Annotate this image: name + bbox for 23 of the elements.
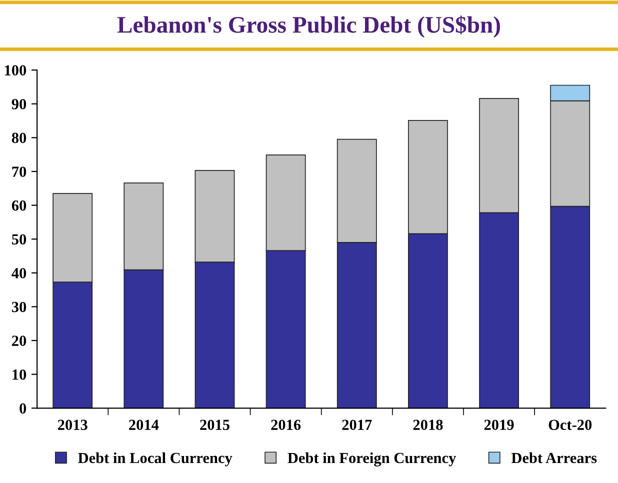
x-tick-label: 2016 — [271, 420, 301, 430]
legend-label: Debt Arrears — [511, 452, 597, 464]
chart-title: Lebanon's Gross Public Debt (US$bn) — [117, 16, 500, 38]
y-tick-label: 20 — [12, 336, 26, 346]
x-tick-label: 2017 — [342, 420, 372, 430]
x-tick-label: Oct-20 — [548, 420, 592, 430]
y-tick-label: 90 — [12, 98, 26, 110]
x-tick-label: 2015 — [200, 420, 230, 430]
y-tick-label: 70 — [12, 166, 26, 177]
y-tick-label: 10 — [12, 369, 26, 380]
y-tick-label: 30 — [12, 302, 26, 312]
legend-label: Debt in Local Currency — [78, 452, 232, 466]
x-tick-label: 2013 — [58, 420, 88, 430]
x-tick-label: 2014 — [129, 420, 159, 430]
y-tick-label: 0 — [20, 403, 26, 414]
y-tick-label: 60 — [12, 200, 26, 211]
x-tick-label: 2018 — [413, 420, 443, 430]
y-tick-label: 40 — [12, 268, 26, 278]
legend-label: Debt in Foreign Currency — [288, 452, 456, 466]
x-tick-label: 2019 — [484, 420, 514, 430]
y-tick-label: 80 — [12, 132, 26, 144]
y-tick-label: 100 — [4, 65, 26, 76]
y-tick-label: 50 — [12, 234, 26, 245]
